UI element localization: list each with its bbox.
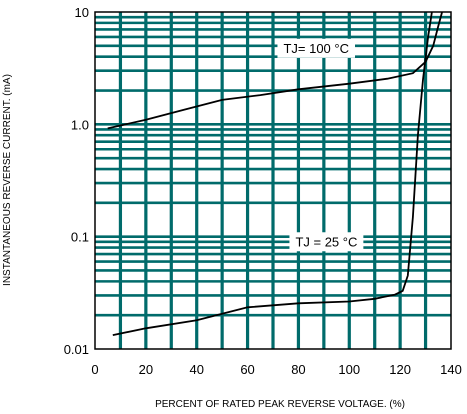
grid bbox=[95, 12, 451, 349]
x-tick-label: 60 bbox=[240, 362, 254, 377]
x-tick-label: 100 bbox=[338, 362, 360, 377]
x-tick-label: 120 bbox=[389, 362, 411, 377]
plot-frame bbox=[94, 11, 452, 350]
x-tick-label: 140 bbox=[440, 362, 462, 377]
y-tick-label: 0.1 bbox=[71, 230, 89, 245]
x-tick-label: 20 bbox=[139, 362, 153, 377]
x-tick-label: 40 bbox=[189, 362, 203, 377]
y-tick-label: 10 bbox=[75, 5, 89, 20]
series-annotation-label: TJ= 100 °C bbox=[283, 41, 349, 56]
y-tick-labels: 0.01 0.1 1.0 10 bbox=[64, 5, 89, 357]
x-tick-label: 0 bbox=[91, 362, 98, 377]
x-axis-label: PERCENT OF RATED PEAK REVERSE VOLTAGE. (… bbox=[155, 399, 405, 410]
series-annotation-label: TJ = 25 °C bbox=[295, 234, 357, 249]
x-tick-label: 80 bbox=[291, 362, 305, 377]
x-tick-labels: 0 20 40 60 80 100 120 140 bbox=[91, 362, 461, 377]
curves bbox=[107, 11, 443, 336]
annotations: TJ= 100 °C TJ = 25 °C bbox=[277, 38, 364, 252]
series-line-tj-100c bbox=[107, 11, 443, 130]
annotation-background bbox=[289, 232, 364, 252]
y-tick-label: 1.0 bbox=[71, 117, 89, 132]
y-axis-label: INSTANTANEOUS REVERSE CURRENT. (mA) bbox=[2, 74, 13, 286]
y-tick-label: 0.01 bbox=[64, 342, 89, 357]
annotation-background bbox=[277, 38, 356, 58]
series-line-tj-25c bbox=[112, 11, 433, 336]
